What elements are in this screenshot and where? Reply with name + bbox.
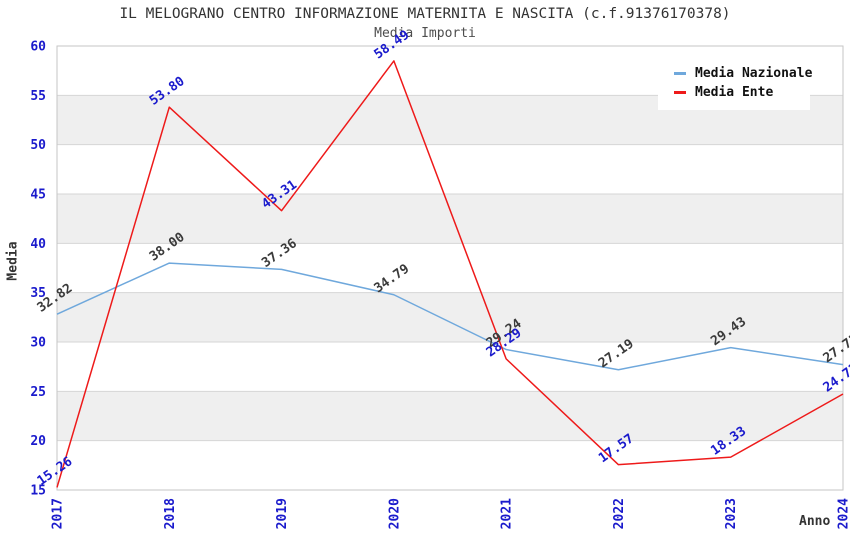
y-tick-label: 20 xyxy=(30,434,46,449)
legend-item-media-ente: Media Ente xyxy=(674,83,810,102)
grid-band xyxy=(57,194,843,244)
media-ente-line-swatch-icon xyxy=(674,91,686,94)
x-axis-title: Anno xyxy=(799,514,831,529)
legend: Media Nazionale Media Ente xyxy=(658,56,813,110)
point-label: 34.79 xyxy=(372,262,413,297)
y-tick-label: 25 xyxy=(30,385,46,400)
y-tick-label: 15 xyxy=(30,484,46,499)
y-axis-title: Media xyxy=(5,241,21,281)
media-nazionale-line-swatch-icon xyxy=(674,72,686,75)
point-label: 58.49 xyxy=(372,28,413,63)
y-tick-label: 55 xyxy=(30,89,46,104)
chart-subtitle: Media Importi xyxy=(374,26,476,41)
x-tick-label: 2021 xyxy=(500,498,515,529)
x-tick-label: 2017 xyxy=(51,498,66,529)
y-tick-label: 30 xyxy=(30,336,46,351)
x-tick-label: 2023 xyxy=(724,498,739,529)
grid-band xyxy=(57,292,843,342)
y-tick-label: 35 xyxy=(30,286,46,301)
legend-item-media-nazionale: Media Nazionale xyxy=(674,64,813,83)
grid-band xyxy=(57,391,843,441)
point-label: 15.26 xyxy=(35,454,76,489)
series-line-media-ente xyxy=(56,60,844,488)
chart-title: IL MELOGRANO CENTRO INFORMAZIONE MATERNI… xyxy=(119,6,731,22)
legend-label: Media Ente xyxy=(695,85,774,100)
x-tick-label: 2018 xyxy=(163,498,178,529)
x-tick-label: 2024 xyxy=(837,498,850,529)
series-line-media-nazionale xyxy=(56,262,844,371)
x-tick-label: 2022 xyxy=(612,498,627,529)
x-tick-label: 2019 xyxy=(275,498,290,529)
plot-border xyxy=(56,45,844,491)
x-tick-label: 2020 xyxy=(387,498,402,529)
y-tick-label: 50 xyxy=(30,138,46,153)
point-label: 24.73 xyxy=(821,361,850,396)
y-tick-label: 60 xyxy=(30,40,46,55)
y-tick-label: 45 xyxy=(30,188,46,203)
y-tick-label: 40 xyxy=(30,237,46,252)
legend-label: Media Nazionale xyxy=(695,66,813,81)
